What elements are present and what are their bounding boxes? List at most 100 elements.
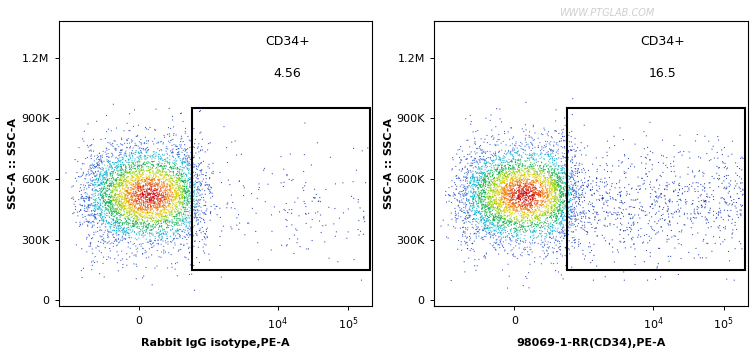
Point (503, 159, 515, 165)
Point (129, 140, 141, 146)
Point (479, 194, 491, 200)
Point (485, 186, 497, 192)
Point (491, 220, 503, 226)
Point (144, 186, 156, 192)
Point (482, 225, 494, 230)
Point (555, 184, 567, 189)
Point (486, 177, 498, 182)
Point (114, 193, 126, 199)
Point (527, 124, 539, 130)
Point (526, 249, 538, 255)
Point (527, 184, 539, 190)
Point (172, 196, 184, 201)
Point (533, 188, 545, 193)
Point (98, 172, 110, 178)
Point (490, 195, 502, 201)
Point (176, 193, 188, 199)
Point (523, 156, 535, 162)
Point (139, 177, 151, 183)
Point (138, 177, 150, 183)
Point (666, 234, 678, 240)
Point (177, 199, 189, 205)
Point (556, 166, 568, 172)
Point (570, 160, 582, 166)
Point (543, 225, 555, 231)
Point (494, 201, 506, 206)
Point (171, 211, 183, 217)
Point (163, 194, 175, 200)
Point (121, 193, 133, 198)
Point (143, 168, 155, 173)
Point (554, 193, 566, 198)
Point (552, 166, 564, 172)
Point (489, 245, 501, 251)
Point (158, 247, 170, 253)
Point (696, 198, 708, 203)
Point (552, 167, 564, 172)
Point (550, 183, 562, 188)
Point (492, 174, 504, 180)
Point (198, 210, 210, 216)
Point (145, 205, 157, 211)
Point (280, 216, 292, 222)
Point (123, 180, 135, 186)
Point (553, 190, 565, 196)
Point (566, 143, 578, 149)
Point (138, 184, 150, 189)
Point (714, 228, 727, 234)
Point (176, 189, 188, 195)
Point (199, 235, 211, 240)
Point (131, 159, 143, 164)
Point (175, 242, 187, 247)
Point (493, 173, 505, 179)
Point (557, 200, 569, 206)
Point (509, 188, 521, 193)
Point (651, 177, 663, 183)
Point (472, 194, 485, 199)
Point (154, 157, 166, 162)
Point (74, 207, 86, 213)
Point (519, 201, 531, 207)
Point (187, 173, 199, 178)
Point (499, 171, 511, 176)
Point (175, 212, 187, 218)
Point (119, 203, 131, 209)
Point (156, 207, 169, 213)
Point (507, 195, 519, 201)
Point (451, 176, 463, 181)
Point (182, 226, 194, 231)
Point (545, 173, 557, 179)
Point (200, 182, 212, 188)
Bar (567, 108, 745, 270)
Point (530, 177, 542, 183)
Point (488, 184, 500, 190)
Point (86, 182, 98, 187)
Point (498, 208, 510, 213)
Point (110, 170, 122, 176)
Point (148, 190, 160, 196)
Point (560, 180, 572, 185)
Point (90, 173, 102, 179)
Point (138, 177, 150, 182)
Point (547, 222, 559, 227)
Point (143, 174, 155, 180)
Point (138, 227, 150, 233)
Point (535, 174, 547, 180)
Point (540, 141, 552, 147)
Point (138, 192, 150, 198)
Point (140, 150, 152, 156)
Point (163, 162, 175, 167)
Point (497, 162, 509, 168)
Point (705, 205, 717, 211)
Point (585, 192, 597, 198)
Point (504, 199, 516, 204)
Point (505, 185, 517, 191)
Point (95, 158, 107, 164)
Point (528, 193, 541, 198)
Point (503, 206, 516, 212)
Point (161, 151, 173, 156)
Point (523, 189, 535, 195)
Point (174, 201, 186, 206)
Point (142, 222, 154, 227)
Point (231, 215, 243, 221)
